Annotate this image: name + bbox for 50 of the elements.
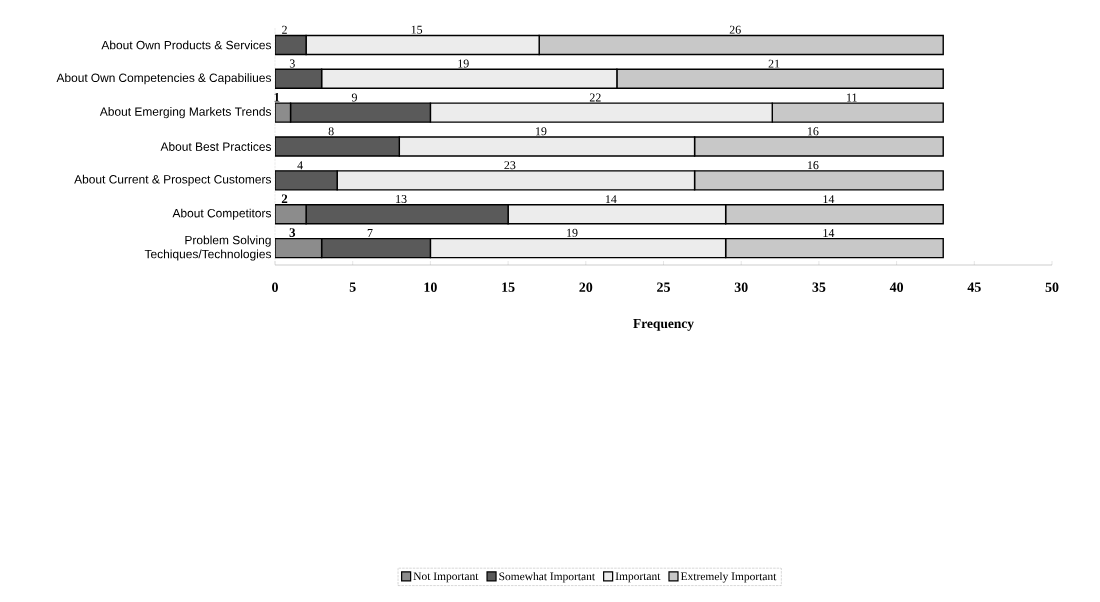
data-label: 13 <box>396 194 407 204</box>
data-label: 19 <box>458 59 469 68</box>
data-label: 1 <box>274 92 280 102</box>
x-tick-label: 30 <box>734 282 748 292</box>
data-label: 2 <box>282 25 287 34</box>
data-label: 9 <box>351 93 357 102</box>
y-tick-label: About Emerging Markets Trends <box>99 107 272 119</box>
bar <box>305 204 509 225</box>
y-tick-label: Problem Solving Techiques/Technologies <box>144 235 272 261</box>
data-label: 22 <box>589 93 601 102</box>
x-tick-label: 15 <box>502 282 515 292</box>
data-label: 14 <box>605 195 617 204</box>
x-tick-label: 25 <box>657 282 670 292</box>
data-label: 14 <box>823 195 835 204</box>
data-label: 8 <box>328 127 334 136</box>
bar <box>320 237 432 259</box>
y-tick-label: About Competitors <box>172 208 272 220</box>
data-label: 4 <box>297 161 303 170</box>
x-tick-label: 10 <box>424 282 437 292</box>
x-axis-title: Frequency <box>633 319 694 331</box>
x-tick-label: 35 <box>812 282 826 292</box>
legend-label: Extremely Important <box>680 572 777 583</box>
data-label: 19 <box>567 228 578 237</box>
x-tick-label: 40 <box>889 282 904 292</box>
legend-label: Not Important <box>413 572 479 583</box>
bar <box>275 68 323 89</box>
data-label: 16 <box>807 161 819 170</box>
data-label: 7 <box>367 229 373 237</box>
y-tick-label: About Own Products & Services <box>101 40 272 50</box>
x-tick-label: 20 <box>579 282 593 292</box>
data-label: 2 <box>281 194 288 204</box>
data-label: 16 <box>807 127 819 136</box>
legend-label: Somewhat Important <box>499 572 595 583</box>
data-label: 3 <box>289 228 296 237</box>
y-tick-label: About Own Competencies & Capabiliues <box>56 73 271 85</box>
y-tick-label: About Current & Prospect Customers <box>74 174 272 186</box>
data-label: 14 <box>823 228 835 237</box>
data-label: 21 <box>768 59 780 68</box>
x-tick-label: 50 <box>1045 282 1059 292</box>
data-label: 19 <box>536 127 547 136</box>
y-tick-label: About Best Practices <box>160 142 272 151</box>
data-label: 23 <box>504 161 516 170</box>
legend-label: Important <box>615 572 661 583</box>
x-tick-label: 0 <box>272 282 278 292</box>
data-label: 26 <box>729 25 741 34</box>
data-label: 11 <box>847 93 857 102</box>
data-label: 3 <box>289 59 295 68</box>
x-tick-label: 45 <box>967 282 981 292</box>
data-label: 15 <box>411 25 423 34</box>
x-tick-label: 5 <box>349 282 356 292</box>
